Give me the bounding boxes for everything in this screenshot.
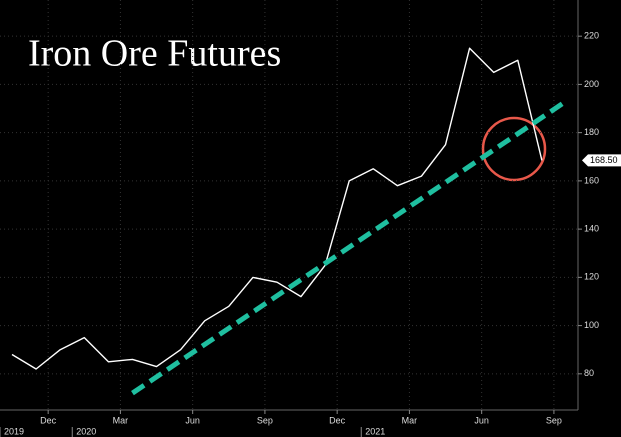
- y-tick-label: 80: [584, 368, 594, 378]
- last-price-box: [588, 154, 621, 167]
- x-tick-label: Mar: [402, 415, 418, 425]
- last-price-pointer: [582, 154, 588, 167]
- x-tick-label: Mar: [113, 415, 129, 425]
- y-tick-label: 200: [584, 79, 599, 89]
- x-tick-label: Dec: [40, 415, 57, 425]
- y-tick-label: 180: [584, 127, 599, 137]
- chart-title: Iron Ore Futures: [28, 33, 281, 75]
- last-price-label: 168.50: [590, 155, 618, 165]
- trend-line: [131, 99, 568, 396]
- year-label: 2019: [4, 426, 24, 436]
- x-tick-label: Dec: [329, 415, 346, 425]
- y-tick-label: 140: [584, 223, 599, 233]
- x-tick-label: Sep: [546, 415, 562, 425]
- year-label: 2020: [76, 426, 96, 436]
- x-tick-label: Jun: [185, 415, 200, 425]
- y-tick-label: 100: [584, 320, 599, 330]
- y-tick-label: 120: [584, 272, 599, 282]
- x-tick-label: Sep: [257, 415, 273, 425]
- highlight-circle: [481, 116, 547, 182]
- y-tick-label: 160: [584, 175, 599, 185]
- x-tick-label: Jun: [474, 415, 489, 425]
- price-line: [11, 47, 543, 370]
- year-label: 2021: [365, 426, 385, 436]
- y-tick-label: 220: [584, 31, 599, 41]
